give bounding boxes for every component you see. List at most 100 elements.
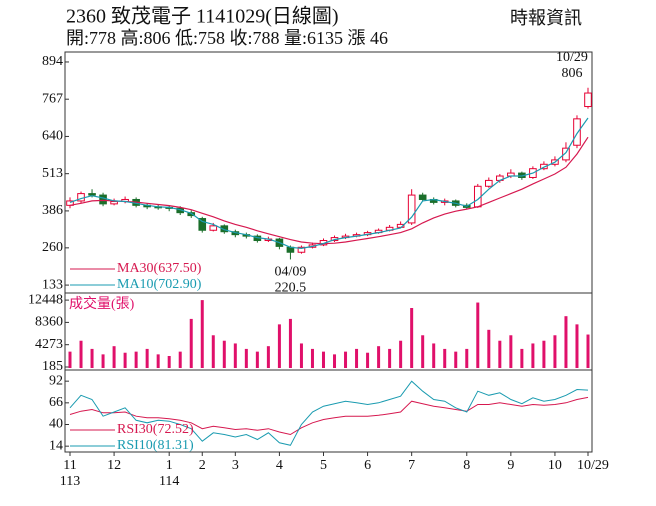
volume-bar [531, 343, 535, 368]
volume-bar [465, 348, 469, 368]
annotation-date: 10/29 [556, 50, 588, 65]
annotation-value: 806 [562, 66, 583, 81]
volume-bar [233, 343, 237, 368]
x-tick-label: 1 [166, 458, 173, 473]
volume-bar [399, 340, 403, 368]
volume-bar [487, 329, 491, 368]
volume-bar [586, 334, 590, 368]
year-label: 113 [60, 474, 80, 489]
volume-bar [366, 352, 370, 368]
volume-bar [476, 302, 480, 368]
volume-bar [178, 351, 182, 368]
volume-bar [542, 340, 546, 368]
volume-bar [244, 348, 248, 368]
candle-body [209, 225, 218, 231]
x-tick-label: 11 [63, 458, 76, 473]
volume-bar [255, 351, 259, 368]
legend-label: MA10(702.90) [117, 277, 202, 292]
annotation-value: 220.5 [275, 281, 307, 296]
volume-bar [509, 335, 513, 368]
y-tick-label: 92 [49, 373, 63, 388]
volume-bar [377, 346, 381, 368]
volume-bar [222, 340, 226, 368]
volume-bar [421, 335, 425, 368]
candle-body [198, 218, 207, 231]
candle-body [99, 194, 107, 205]
volume-bar [388, 348, 392, 368]
annotation-date: 04/09 [274, 265, 306, 280]
candle-body [407, 194, 416, 224]
y-tick-label: 894 [42, 54, 63, 69]
volume-bar [68, 351, 72, 368]
volume-bar [454, 351, 458, 368]
legend-label: RSI30(72.52) [117, 422, 194, 437]
y-tick-label: 767 [42, 91, 63, 106]
x-tick-label: 3 [232, 458, 239, 473]
volume-bar [553, 335, 557, 368]
y-tick-label: 8360 [35, 315, 63, 330]
candle-body [110, 201, 118, 205]
x-tick-label: 6 [364, 458, 371, 473]
volume-bar [200, 300, 204, 368]
volume-bar [288, 318, 292, 368]
y-tick-label: 185 [42, 359, 63, 374]
volume-bar [145, 348, 149, 368]
x-tick-label: 9 [507, 458, 514, 473]
volume-bar [443, 348, 447, 368]
y-tick-label: 66 [49, 395, 63, 410]
volume-bar [277, 324, 281, 368]
frame [64, 51, 593, 453]
volume-bar [410, 308, 414, 368]
y-tick-label: 640 [42, 129, 63, 144]
volume-bar [167, 356, 171, 368]
legend-label: MA30(637.50) [117, 261, 202, 276]
series-line [69, 117, 589, 250]
volume-bar [498, 340, 502, 368]
candle-body [418, 194, 427, 200]
candle-body [297, 246, 306, 253]
volume-bar [79, 340, 83, 368]
x-tick-label: 4 [276, 458, 283, 473]
x-tick-label: 10 [548, 458, 562, 473]
chart-subtitle: 開:778 高:806 低:758 收:788 量:6135 漲 46 [66, 28, 388, 48]
legend-label: RSI10(81.31) [117, 438, 194, 453]
y-tick-label: 14 [49, 438, 63, 453]
y-tick-label: 386 [42, 203, 63, 218]
candle-body [573, 118, 581, 146]
volume-bar [112, 346, 116, 368]
volume-bar [310, 348, 314, 368]
volume-bar [211, 335, 215, 368]
volume-bar [156, 354, 160, 368]
x-tick-label: 8 [463, 458, 470, 473]
x-tick-label: 7 [408, 458, 415, 473]
candle-body [540, 163, 548, 170]
candle-body [562, 147, 570, 161]
y-tick-label: 133 [42, 277, 63, 292]
x-tick-label: 10/29 [577, 458, 609, 473]
volume-bar [333, 354, 337, 368]
y-tick-label: 4273 [35, 337, 63, 352]
volume-label: 成交量(張) [69, 295, 135, 312]
candle-body [88, 193, 96, 196]
chart-title: 2360 致茂電子 1141029(日線圖) [66, 5, 339, 28]
series-line [69, 380, 589, 446]
volume-bar [575, 324, 579, 368]
candle-body [187, 212, 196, 217]
volume-bar [90, 348, 94, 368]
y-tick-label: 513 [42, 166, 63, 181]
volume-bar [266, 346, 270, 368]
series-line [69, 396, 589, 436]
volume-bar [134, 351, 138, 368]
volume-bar [321, 351, 325, 368]
candle-body [220, 225, 229, 233]
volume-bar [564, 316, 568, 368]
candle-body [66, 200, 74, 206]
candle-body [584, 92, 592, 108]
volume-bar [101, 354, 105, 368]
y-tick-label: 260 [42, 240, 63, 255]
x-tick-label: 12 [107, 458, 121, 473]
volume-bar [432, 343, 436, 368]
source: 時報資訊 [510, 8, 582, 28]
